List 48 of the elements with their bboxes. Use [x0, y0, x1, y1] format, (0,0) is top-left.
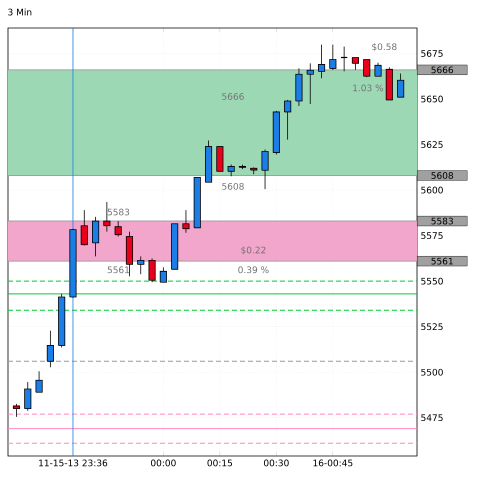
- candlestick: [92, 216, 100, 257]
- candlestick: [160, 266, 167, 283]
- candlestick: [80, 210, 88, 246]
- candlestick: [397, 73, 404, 98]
- candlestick: [36, 370, 43, 393]
- candlestick: [24, 382, 32, 412]
- candlestick: [374, 62, 382, 77]
- annotation: 5561: [108, 266, 130, 274]
- candlestick: [114, 220, 122, 237]
- ref-line-label: 5583: [431, 218, 453, 224]
- y-tick-label: 5550: [421, 278, 443, 285]
- x-tick-label: 00:30: [264, 460, 289, 466]
- chart-title: 3 Min: [8, 8, 32, 16]
- candlestick: [12, 404, 20, 418]
- x-tick-label: 00:15: [207, 460, 232, 466]
- candlestick: [306, 62, 314, 104]
- y-tick-label: 5500: [421, 368, 443, 376]
- candlestick: [137, 256, 144, 275]
- candlestick: [352, 57, 359, 70]
- ref-line-label: 5666: [431, 66, 454, 74]
- x-tick-label: 16-00:45: [314, 460, 352, 466]
- y-tick-label: 5575: [421, 232, 443, 239]
- y-tick-label: 5600: [421, 186, 443, 194]
- y-tick-label: 5650: [421, 96, 443, 102]
- y-tick-label: 5525: [421, 323, 443, 330]
- annotation: $0.58: [372, 43, 397, 52]
- annotation: $0.22: [241, 246, 266, 255]
- y-tick-label: 5475: [421, 414, 443, 422]
- y-tick-label: 5625: [421, 141, 443, 148]
- annotation: 5583: [108, 208, 130, 216]
- annotation: 1.03 %: [353, 84, 384, 92]
- candlestick: [329, 44, 336, 70]
- ref-line-label: 5608: [431, 172, 454, 179]
- annotation: 0.39 %: [238, 266, 269, 274]
- x-tick-label: 00:00: [150, 460, 176, 466]
- candlestick: [228, 164, 235, 177]
- candlestick: [284, 100, 292, 140]
- candlestick: [363, 59, 370, 78]
- annotation: 5608: [222, 182, 244, 190]
- candlestick: [261, 149, 269, 190]
- x-tick-label: 11-15-13 23:36: [39, 460, 108, 466]
- annotation: 5666: [222, 93, 244, 100]
- candlestick: [148, 258, 156, 283]
- candlestick: [318, 44, 326, 79]
- ref-line-label: 5561: [431, 258, 453, 265]
- candlestick: [182, 210, 190, 234]
- y-tick-label: 5675: [421, 50, 443, 57]
- candlestick: [46, 330, 54, 368]
